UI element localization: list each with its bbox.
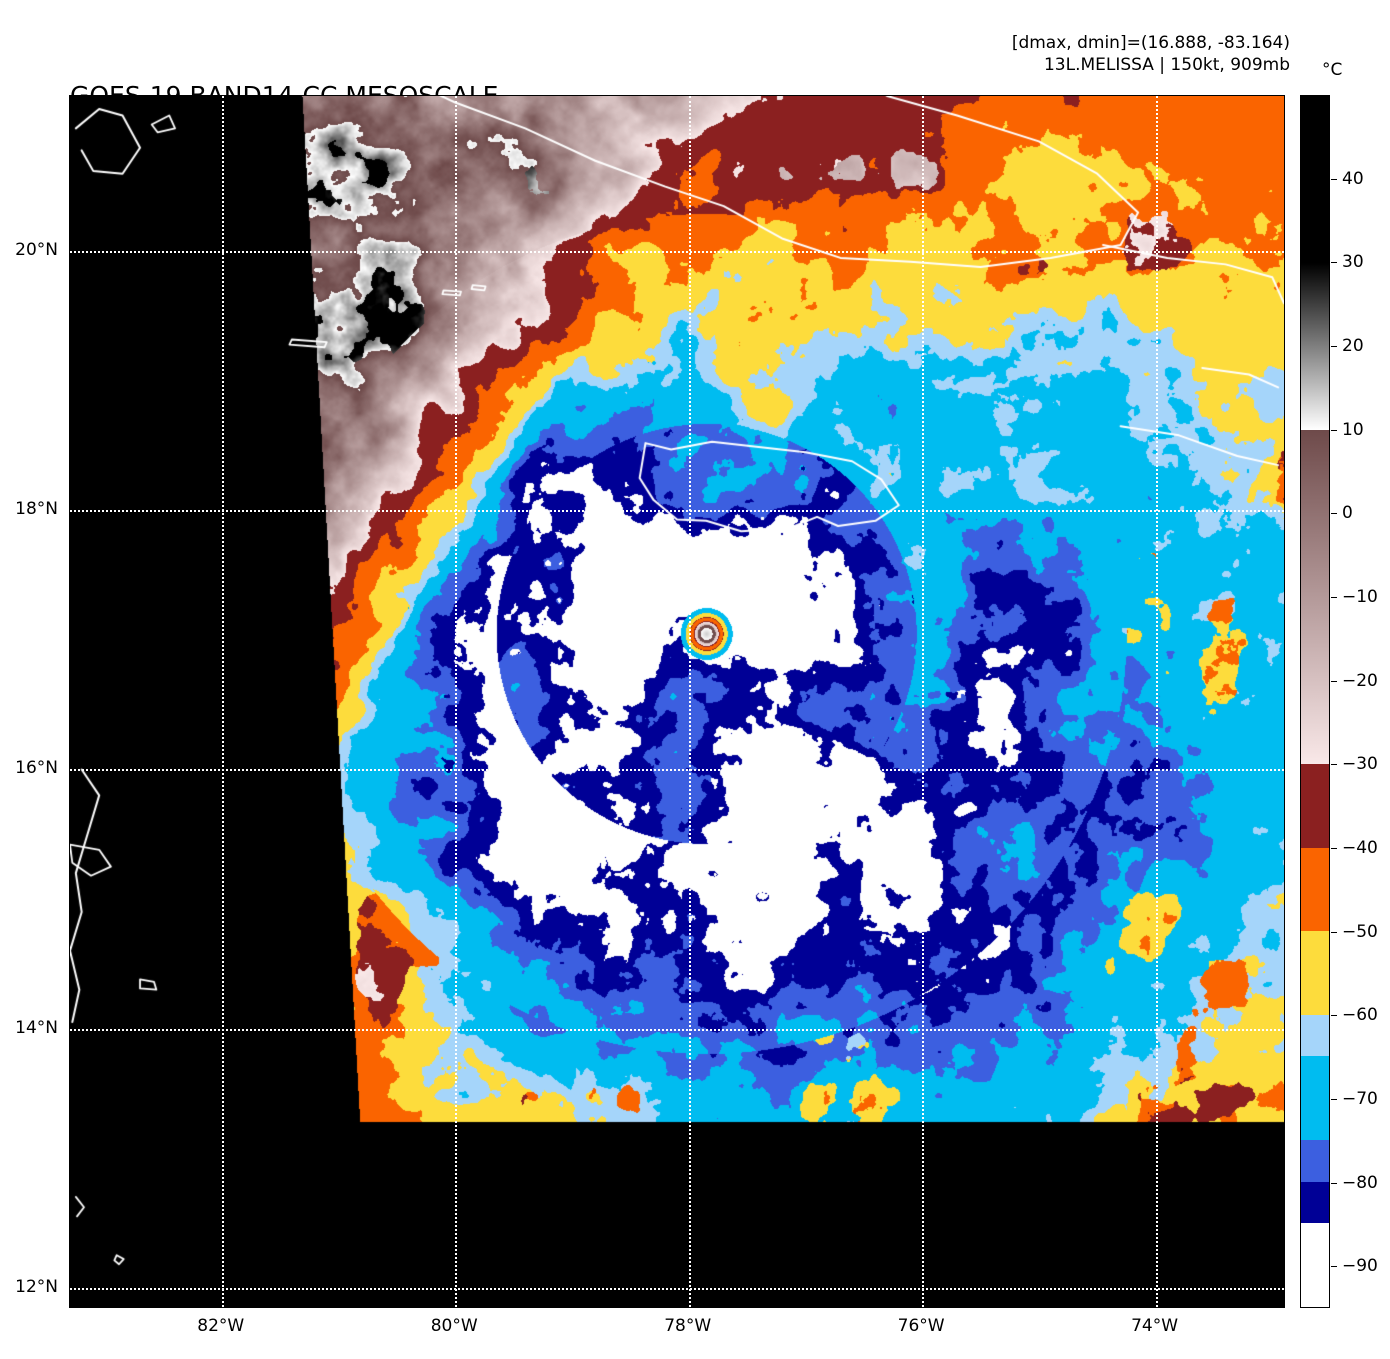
dmax-dmin-label: [dmax, dmin]=(16.888, -83.164) (1011, 33, 1290, 53)
y-axis-label-0: 20°N (15, 240, 58, 261)
storm-id-label: 13L.MELISSA | 150kt, 909mb (1043, 55, 1290, 75)
colorbar-band-3 (1301, 764, 1329, 848)
colorbar-tick-label-6: −20 (1342, 670, 1378, 691)
colorbar-tick-label-7: −30 (1342, 754, 1378, 775)
colorbar-tick-label-1: 30 (1342, 252, 1364, 273)
colorbar-tickmark-12 (1331, 1182, 1337, 1184)
colorbar-tick-label-0: 40 (1342, 168, 1364, 189)
colorbar-tickmark-3 (1331, 429, 1337, 431)
colorbar-tickmark-6 (1331, 680, 1337, 682)
colorbar-tick-label-13: −90 (1342, 1256, 1378, 1277)
x-axis-label-1: 80°W (430, 1316, 478, 1336)
colorbar-tickmark-4 (1331, 513, 1337, 515)
colorbar-tick-label-2: 20 (1342, 335, 1364, 356)
colorbar-band-7 (1301, 1056, 1329, 1140)
colorbar-tickmark-0 (1331, 178, 1337, 180)
y-axis-label-3: 14°N (15, 1017, 58, 1038)
x-axis-label-3: 76°W (897, 1316, 945, 1336)
x-axis-label-2: 78°W (664, 1316, 712, 1336)
colorbar-band-10 (1301, 1223, 1329, 1307)
colorbar-tick-label-8: −40 (1342, 837, 1378, 858)
colorbar-band-5 (1301, 931, 1329, 1015)
colorbar-tickmark-1 (1331, 262, 1337, 264)
satellite-imagery-canvas (70, 96, 1284, 1307)
colorbar-tick-label-3: 10 (1342, 419, 1364, 440)
colorbar-tick-label-5: −10 (1342, 586, 1378, 607)
colorbar-tick-label-9: −50 (1342, 921, 1378, 942)
colorbar-tickmark-13 (1331, 1266, 1337, 1268)
colorbar-band-1 (1301, 263, 1329, 431)
colorbar-tickmark-8 (1331, 847, 1337, 849)
colorbar-band-2 (1301, 430, 1329, 765)
colorbar-tick-label-11: −70 (1342, 1088, 1378, 1109)
x-axis-label-0: 82°W (197, 1316, 245, 1336)
colorbar[interactable] (1300, 95, 1330, 1308)
metadata-block: [dmax, dmin]=(16.888, -83.164) 13L.MELIS… (1012, 32, 1290, 76)
x-axis-label-4: 74°W (1131, 1316, 1179, 1336)
colorbar-tickmark-10 (1331, 1015, 1337, 1017)
colorbar-tickmark-5 (1331, 596, 1337, 598)
colorbar-tickmark-2 (1331, 345, 1337, 347)
colorbar-tick-label-12: −80 (1342, 1172, 1378, 1193)
y-axis-label-2: 16°N (15, 758, 58, 779)
colorbar-band-9 (1301, 1181, 1329, 1224)
colorbar-unit-label: °C (1322, 60, 1343, 80)
satellite-image-plot[interactable]: Copyright © 2020-2025 Dapiya (69, 95, 1285, 1308)
colorbar-tick-label-4: 0 (1342, 503, 1353, 524)
y-axis-label-4: 12°N (15, 1276, 58, 1297)
colorbar-band-6 (1301, 1014, 1329, 1057)
y-axis-label-1: 18°N (15, 499, 58, 520)
colorbar-tick-label-10: −60 (1342, 1005, 1378, 1026)
colorbar-band-4 (1301, 847, 1329, 932)
colorbar-tickmark-9 (1331, 931, 1337, 933)
colorbar-band-8 (1301, 1139, 1329, 1182)
colorbar-tickmark-7 (1331, 764, 1337, 766)
colorbar-band-0 (1301, 96, 1329, 264)
colorbar-tickmark-11 (1331, 1098, 1337, 1100)
